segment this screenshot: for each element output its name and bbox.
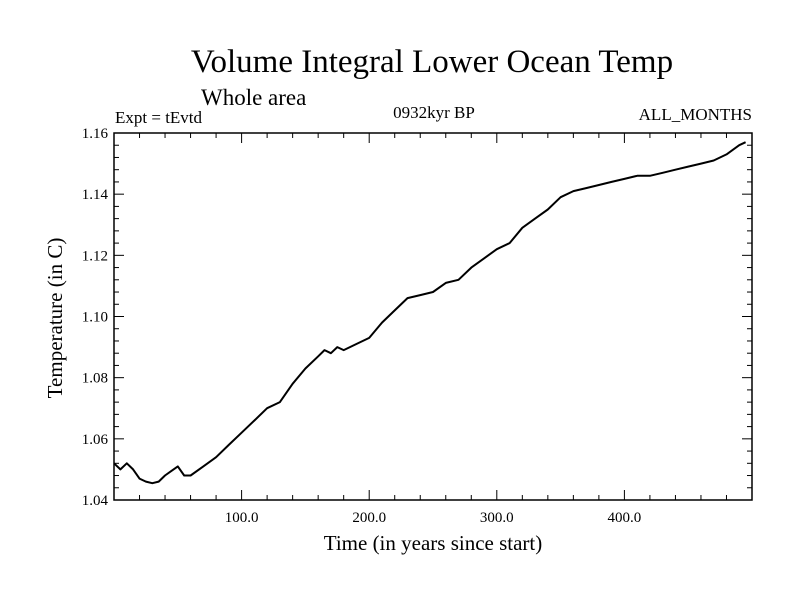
chart-title: Volume Integral Lower Ocean Temp bbox=[191, 44, 673, 80]
y-tick-label: 1.04 bbox=[82, 493, 109, 509]
x-tick-label: 400.0 bbox=[608, 510, 642, 526]
y-tick-label: 1.12 bbox=[82, 248, 108, 264]
x-tick-label: 300.0 bbox=[480, 510, 514, 526]
y-tick-label: 1.10 bbox=[82, 310, 108, 326]
y-tick-label: 1.16 bbox=[82, 126, 109, 142]
plot-frame bbox=[113, 132, 753, 501]
x-tick-label: 200.0 bbox=[352, 510, 386, 526]
y-axis-label: Temperature (in C) bbox=[43, 238, 67, 399]
axis-tick-labels: 1.04 1.06 1.08 1.10 1.12 1.14 1.16 100.0 200.0 30… bbox=[82, 126, 642, 526]
y-tick-label: 1.14 bbox=[82, 187, 109, 203]
experiment-label: Expt = tEvtd bbox=[115, 108, 203, 127]
x-axis-label: Time (in years since start) bbox=[324, 531, 543, 555]
chart-subtitle: Whole area bbox=[201, 85, 306, 110]
y-tick-label: 1.08 bbox=[82, 371, 108, 387]
axis-ticks bbox=[114, 132, 752, 501]
period-label: 0932kyr BP bbox=[393, 103, 475, 122]
y-tick-label: 1.06 bbox=[82, 432, 109, 448]
x-tick-label: 100.0 bbox=[225, 510, 259, 526]
months-label: ALL_MONTHS bbox=[639, 105, 752, 124]
temperature-series-line bbox=[113, 141, 747, 485]
